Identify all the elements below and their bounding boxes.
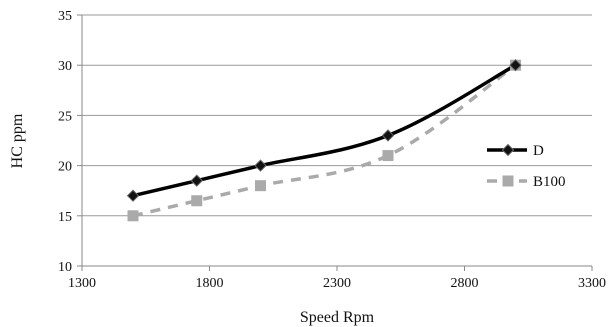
x-tick-labels: 1300 1800 2300 2800 3300 [68,276,606,291]
data-point-b100 [255,180,266,192]
y-tick-label: 35 [58,9,72,24]
data-point-d [190,174,203,187]
series-line-d [132,63,517,198]
gridlines [77,14,593,271]
x-tick-label: 2300 [323,276,351,291]
axes [81,15,592,267]
x-axis-title: Speed Rpm [300,309,375,326]
series-markers [126,58,522,222]
y-tick-label: 20 [58,160,72,175]
data-point-d [254,159,267,172]
data-point-d [126,189,140,202]
y-axis-title: HC ppm [9,113,26,168]
x-tick-label: 3300 [578,276,606,291]
data-point-b100 [382,150,394,162]
y-tick-labels: 10 15 20 25 30 35 [58,9,72,275]
legend-label-d: D [533,143,544,159]
x-tick-label: 1300 [68,276,96,291]
legend-label-b100: B100 [533,174,566,190]
series-line-b100 [132,63,517,218]
data-point-b100 [127,210,139,222]
legend-marker-d [501,143,515,157]
legend-marker-b100 [502,175,514,187]
y-tick-label: 10 [58,260,72,275]
y-tick-label: 15 [58,210,72,225]
x-tick-label: 1800 [196,276,224,291]
data-point-d [381,129,395,142]
x-tick-label: 2800 [451,276,479,291]
y-tick-label: 25 [58,109,72,124]
series-lines [132,63,517,218]
y-tick-label: 30 [58,59,72,74]
legend: D B100 [487,143,566,190]
data-point-d [509,58,522,72]
data-point-b100 [191,195,203,207]
